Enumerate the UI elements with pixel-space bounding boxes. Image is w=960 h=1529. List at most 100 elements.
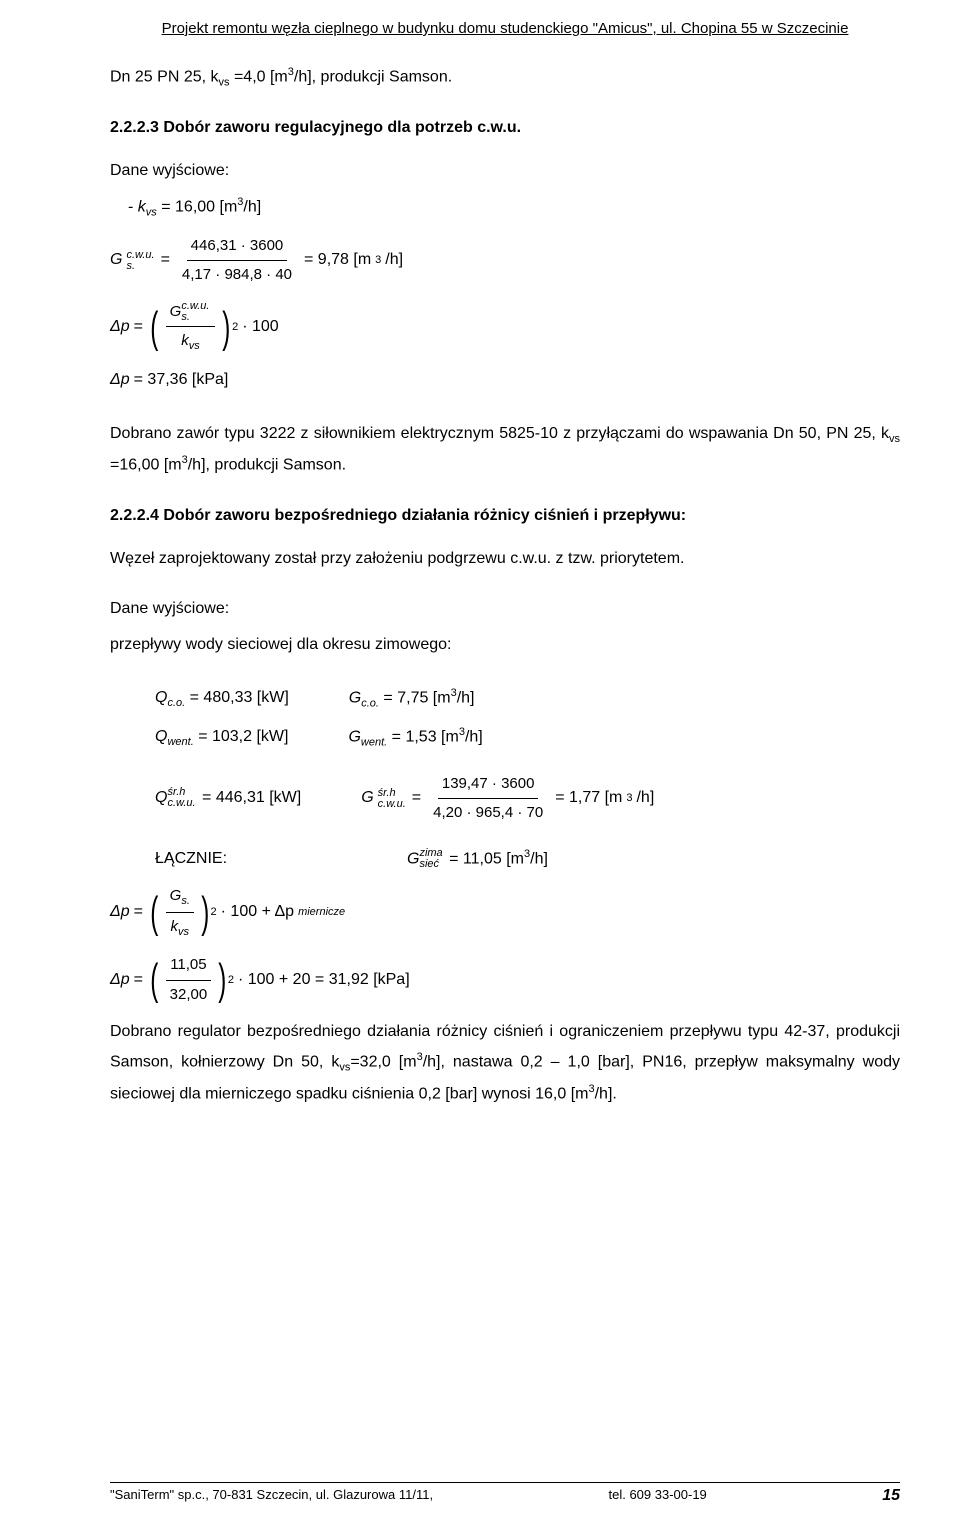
paren-left: (: [150, 962, 158, 997]
superscript: 3: [375, 250, 381, 271]
row-qwent: Qwent. = 103,2 [kW] Gwent. = 1,53 [m3/h]: [155, 722, 900, 753]
var-Q: Q: [155, 728, 167, 745]
result: = 9,78 [m: [304, 245, 371, 275]
denominator: 4,20 · 965,4 · 70: [429, 799, 547, 828]
text: = 16,00 [m: [157, 199, 238, 216]
para-wezel: Węzeł zaprojektowany został przy założen…: [110, 544, 900, 574]
fraction: Gs. kvs: [166, 882, 194, 943]
section-2223: 2.2.2.3 Dobór zaworu regulacyjnego dla p…: [110, 113, 900, 143]
value: = 446,31 [kW]: [198, 789, 302, 806]
header-title: Projekt remontu węzła cieplnego w budynk…: [110, 20, 900, 37]
var-Q: Q: [155, 689, 167, 706]
fraction: 11,05 32,00: [166, 951, 212, 1009]
subscript: vs: [178, 926, 189, 938]
var-G: G: [170, 887, 182, 904]
paren-left: (: [150, 310, 158, 345]
unit: /h]: [465, 728, 483, 745]
text: · 100 + Δp: [221, 897, 294, 927]
var-G: G: [407, 850, 419, 867]
footer-left: "SaniTerm" sp.c., 70-831 Szczecin, ul. G…: [110, 1487, 433, 1505]
result: = 37,36 [kPa]: [134, 365, 229, 395]
eq-sign: =: [161, 245, 170, 275]
paren-right: ): [218, 962, 226, 997]
col-right: Gwent. = 1,53 [m3/h]: [348, 722, 482, 753]
page-number: 15: [882, 1487, 900, 1505]
subscript: vs: [189, 340, 200, 352]
line-dn25: Dn 25 PN 25, kvs =4,0 [m3/h], produkcji …: [110, 62, 900, 93]
sub: sieć: [419, 859, 442, 870]
var-dp: Δp: [110, 312, 130, 342]
paren-group: ( Gs. kvs ): [147, 882, 213, 943]
equation-dp-result: Δp = 37,36 [kPa]: [110, 365, 900, 395]
unit: /h]: [636, 783, 654, 813]
row-lacznie: ŁĄCZNIE: Gzimasieć = 11,05 [m3/h]: [155, 844, 900, 875]
col-right: Gśr.hc.w.u. = 139,47 · 3600 4,20 · 965,4…: [361, 770, 654, 828]
unit: /h]: [385, 245, 403, 275]
equation-dp-numeric: Δp = ( 11,05 32,00 ) 2 · 100 + 20 = 31,9…: [110, 951, 900, 1009]
exponent: 2: [228, 970, 234, 991]
value: = 103,2 [kW]: [194, 728, 289, 745]
subscript: s.: [181, 895, 190, 907]
subscript: vs: [219, 77, 230, 89]
numerator: Gs.: [166, 882, 194, 913]
subsup: śr.hc.w.u.: [167, 787, 195, 809]
col-left: Qwent. = 103,2 [kW]: [155, 722, 288, 753]
denominator: kvs: [167, 913, 194, 943]
subscript: went.: [167, 736, 193, 748]
eq-sign: =: [412, 783, 421, 813]
denominator: 32,00: [166, 981, 212, 1010]
equation-dp-miern: Δp = ( Gs. kvs ) 2 · 100 + Δpmiernicze: [110, 882, 900, 943]
text: Dobrano zawór typu 3222 z siłownikiem el…: [110, 425, 889, 442]
fraction: Gc.w.u.s. kvs: [166, 298, 216, 357]
text: /h], produkcji Samson.: [294, 68, 452, 85]
dane-label: Dane wyjściowe:: [110, 156, 900, 186]
value: = 1,53 [m: [387, 728, 459, 745]
subscript: miernicze: [298, 902, 345, 923]
col-left: Qc.o. = 480,33 [kW]: [155, 683, 289, 714]
exponent: 2: [232, 317, 238, 338]
value: = 11,05 [m: [445, 850, 524, 867]
var-G: G: [349, 689, 361, 706]
equation-dp-formula: Δp = ( Gc.w.u.s. kvs ) 2 · 100: [110, 298, 900, 357]
result: · 100 + 20 = 31,92 [kPa]: [238, 965, 410, 995]
eq-sign: =: [134, 965, 143, 995]
paren-right: ): [201, 895, 209, 930]
sub: s.: [181, 312, 209, 323]
subsup: c.w.u.s.: [181, 301, 209, 323]
body: Dn 25 PN 25, kvs =4,0 [m3/h], produkcji …: [110, 62, 900, 1110]
exponent: 2: [211, 902, 217, 923]
text: /h], produkcji Samson.: [188, 457, 346, 474]
factor: · 100: [242, 312, 278, 342]
value: = 480,33 [kW]: [185, 689, 289, 706]
var-G: G: [110, 245, 122, 275]
var-dp: Δp: [110, 965, 130, 995]
subscript: vs: [339, 1062, 350, 1074]
row-qcwu: Qśr.hc.w.u. = 446,31 [kW] Gśr.hc.w.u. = …: [155, 762, 900, 836]
sub: c.w.u.: [167, 798, 195, 809]
text: /h]: [243, 199, 261, 216]
subscript: vs: [146, 207, 157, 219]
var-dp: Δp: [110, 897, 130, 927]
footer: "SaniTerm" sp.c., 70-831 Szczecin, ul. G…: [110, 1482, 900, 1505]
var-k: k: [181, 332, 189, 349]
col-left: Qśr.hc.w.u. = 446,31 [kW]: [155, 783, 301, 813]
var-G: G: [170, 303, 182, 320]
subscript: vs: [889, 434, 900, 446]
unit: /h]: [530, 850, 548, 867]
subsup: zimasieć: [419, 848, 442, 870]
footer-mid: tel. 609 33-00-19: [433, 1487, 882, 1505]
numerator: 446,31 · 3600: [187, 232, 288, 262]
text: =4,0 [m: [230, 68, 288, 85]
var-k: k: [138, 199, 146, 216]
col-right: Gzimasieć = 11,05 [m3/h]: [407, 844, 548, 875]
subscript: c.o.: [167, 697, 185, 709]
var-k: k: [171, 918, 179, 935]
paren-left: (: [150, 895, 158, 930]
sub: s.: [126, 261, 154, 272]
numerator: Gc.w.u.s.: [166, 298, 216, 328]
sup: c.w.u.: [181, 301, 209, 312]
sup: zima: [419, 848, 442, 859]
eq-sign: =: [134, 897, 143, 927]
paren-group: ( 11,05 32,00 ): [147, 951, 230, 1009]
page: Projekt remontu węzła cieplnego w budynk…: [0, 0, 960, 1529]
